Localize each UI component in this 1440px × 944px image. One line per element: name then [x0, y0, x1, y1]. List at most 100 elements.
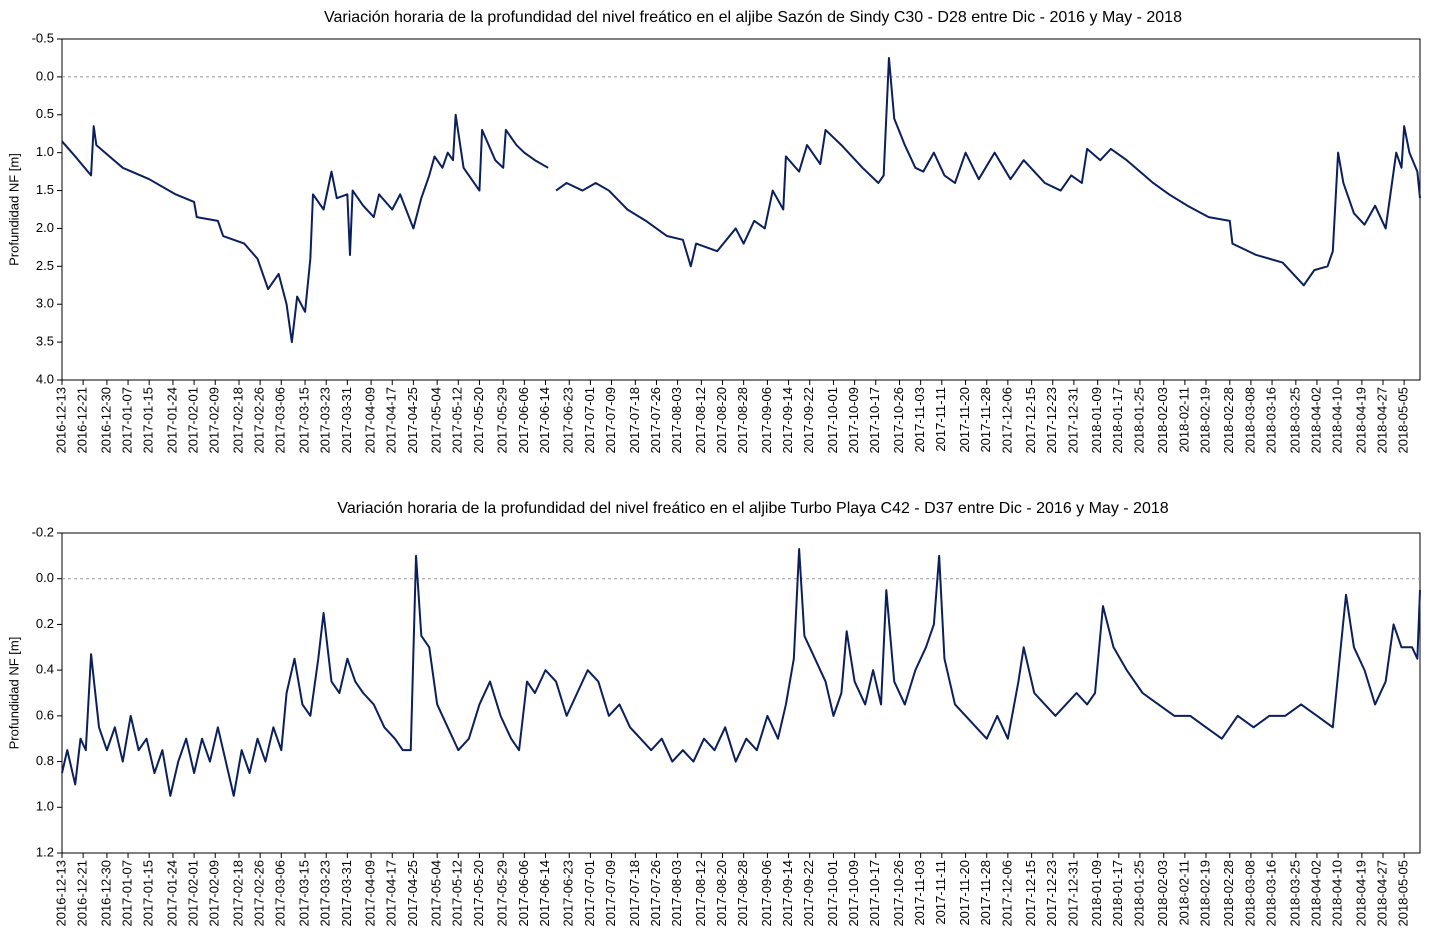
y-tick-label: 0.2 — [36, 616, 54, 631]
x-tick-label: 2017-10-17 — [867, 860, 882, 927]
x-tick-label: 2018-04-10 — [1330, 860, 1345, 927]
x-tick-label: 2018-02-28 — [1221, 860, 1236, 927]
x-tick-label: 2017-01-24 — [164, 860, 179, 927]
x-tick-label: 2017-07-26 — [648, 387, 663, 454]
x-tick-label: 2017-11-11 — [933, 860, 948, 925]
x-tick-label: 2017-08-03 — [669, 860, 684, 927]
x-tick-label: 2017-06-23 — [561, 860, 576, 927]
y-tick-label: 3.5 — [36, 334, 54, 349]
y-axis-label: Profundidad NF [m] — [6, 637, 21, 750]
x-tick-label: 2017-01-07 — [119, 387, 134, 454]
x-tick-label: 2017-02-26 — [252, 387, 267, 454]
x-tick-label: 2017-09-22 — [801, 387, 816, 454]
x-tick-label: 2017-08-12 — [693, 387, 708, 454]
x-tick-label: 2017-09-14 — [780, 387, 795, 454]
x-tick-label: 2017-09-06 — [759, 387, 774, 454]
x-tick-label: 2018-03-08 — [1242, 860, 1257, 927]
x-tick-label: 2017-10-17 — [867, 387, 882, 454]
y-tick-label: -0.2 — [32, 524, 54, 539]
x-tick-label: 2018-02-28 — [1221, 387, 1236, 454]
x-tick-label: 2017-04-25 — [405, 387, 420, 454]
plot-frame — [61, 38, 1421, 381]
x-tick-label: 2018-02-11 — [1176, 387, 1191, 453]
x-tick-label: 2017-12-06 — [999, 387, 1014, 454]
x-tick-label: 2017-03-23 — [318, 860, 333, 927]
x-tick-label: 2017-06-06 — [516, 387, 531, 454]
x-tick-label: 2017-06-23 — [561, 387, 576, 454]
x-tick-label: 2016-12-21 — [75, 860, 90, 927]
x-tick-label: 2018-02-19 — [1197, 387, 1212, 454]
y-tick-label: -0.5 — [32, 30, 54, 45]
x-tick-label: 2018-03-08 — [1242, 387, 1257, 454]
x-tick-label: 2018-03-16 — [1263, 860, 1278, 927]
x-tick-label: 2017-01-24 — [164, 387, 179, 454]
x-tick-label: 2017-01-07 — [119, 860, 134, 927]
x-tick-label: 2017-02-01 — [186, 387, 201, 454]
x-tick-label: 2017-03-06 — [273, 387, 288, 454]
x-tick-label: 2018-01-09 — [1089, 860, 1104, 927]
y-tick-label: 0.4 — [36, 662, 54, 677]
x-tick-label: 2017-06-14 — [537, 387, 552, 454]
x-tick-label: 2017-12-15 — [1023, 860, 1038, 927]
x-tick-label: 2018-02-03 — [1155, 860, 1170, 927]
x-tick-label: 2017-04-17 — [384, 860, 399, 927]
x-tick-label: 2017-02-01 — [186, 860, 201, 927]
x-tick-label: 2017-02-09 — [207, 387, 222, 454]
x-tick-label: 2017-08-28 — [735, 387, 750, 454]
x-tick-label: 2018-02-11 — [1176, 860, 1191, 926]
x-tick-label: 2017-11-03 — [912, 860, 927, 926]
x-tick-label: 2016-12-13 — [53, 860, 68, 927]
x-tick-label: 2017-03-15 — [297, 860, 312, 927]
series-line — [61, 548, 1421, 797]
x-tick-label: 2017-05-20 — [471, 387, 486, 454]
x-tick-label: 2017-03-31 — [339, 860, 354, 927]
x-tick-label: 2017-07-18 — [627, 860, 642, 927]
x-tick-label: 2017-02-18 — [230, 387, 245, 454]
x-tick-label: 2018-04-27 — [1374, 387, 1389, 454]
x-tick-label: 2018-01-17 — [1110, 387, 1125, 454]
y-tick-label: 1.0 — [36, 799, 54, 814]
series-line — [61, 56, 1421, 344]
x-tick-label: 2017-11-28 — [978, 387, 993, 453]
x-tick-label: 2017-10-26 — [891, 860, 906, 927]
x-tick-label: 2017-08-12 — [693, 860, 708, 927]
x-tick-label: 2017-04-25 — [405, 860, 420, 927]
x-tick-label: 2017-04-17 — [384, 387, 399, 454]
x-tick-label: 2017-09-22 — [801, 860, 816, 927]
x-tick-label: 2017-10-01 — [825, 860, 840, 927]
x-tick-label: 2017-07-18 — [627, 387, 642, 454]
x-tick-label: 2017-09-14 — [780, 860, 795, 927]
x-tick-label: 2016-12-30 — [98, 860, 113, 927]
x-tick-label: 2017-08-20 — [714, 387, 729, 454]
y-tick-label: 3.0 — [36, 296, 54, 311]
x-tick-label: 2017-07-09 — [603, 860, 618, 927]
x-tick-label: 2017-05-29 — [495, 860, 510, 927]
y-tick-label: 0.6 — [36, 707, 54, 722]
y-tick-label: 4.0 — [36, 371, 54, 386]
x-tick-label: 2017-11-03 — [912, 387, 927, 453]
y-tick-label: 0.5 — [36, 106, 54, 121]
y-axis-label: Profundidad NF [m] — [6, 153, 21, 266]
x-tick-label: 2017-05-04 — [429, 860, 444, 927]
x-tick-label: 2017-07-01 — [582, 860, 597, 927]
x-tick-label: 2017-06-06 — [516, 860, 531, 927]
x-tick-label: 2017-01-15 — [141, 387, 156, 454]
x-tick-label: 2018-05-05 — [1396, 860, 1411, 927]
y-tick-label: 1.2 — [36, 844, 54, 859]
x-tick-label: 2018-04-27 — [1374, 860, 1389, 927]
x-tick-label: 2017-02-18 — [230, 860, 245, 927]
x-tick-label: 2017-10-09 — [846, 860, 861, 927]
x-tick-label: 2017-04-09 — [363, 387, 378, 454]
y-tick-label: 0.0 — [36, 68, 54, 83]
x-tick-label: 2017-05-12 — [450, 387, 465, 454]
x-tick-label: 2016-12-21 — [75, 387, 90, 454]
x-tick-label: 2018-03-16 — [1263, 387, 1278, 454]
x-tick-label: 2017-08-20 — [714, 860, 729, 927]
x-tick-label: 2018-03-25 — [1287, 387, 1302, 454]
x-tick-label: 2017-10-09 — [846, 387, 861, 454]
x-tick-label: 2018-02-19 — [1197, 860, 1212, 927]
x-tick-label: 2017-11-11 — [933, 387, 948, 452]
x-tick-label: 2017-05-12 — [450, 860, 465, 927]
x-tick-label: 2017-10-26 — [891, 387, 906, 454]
